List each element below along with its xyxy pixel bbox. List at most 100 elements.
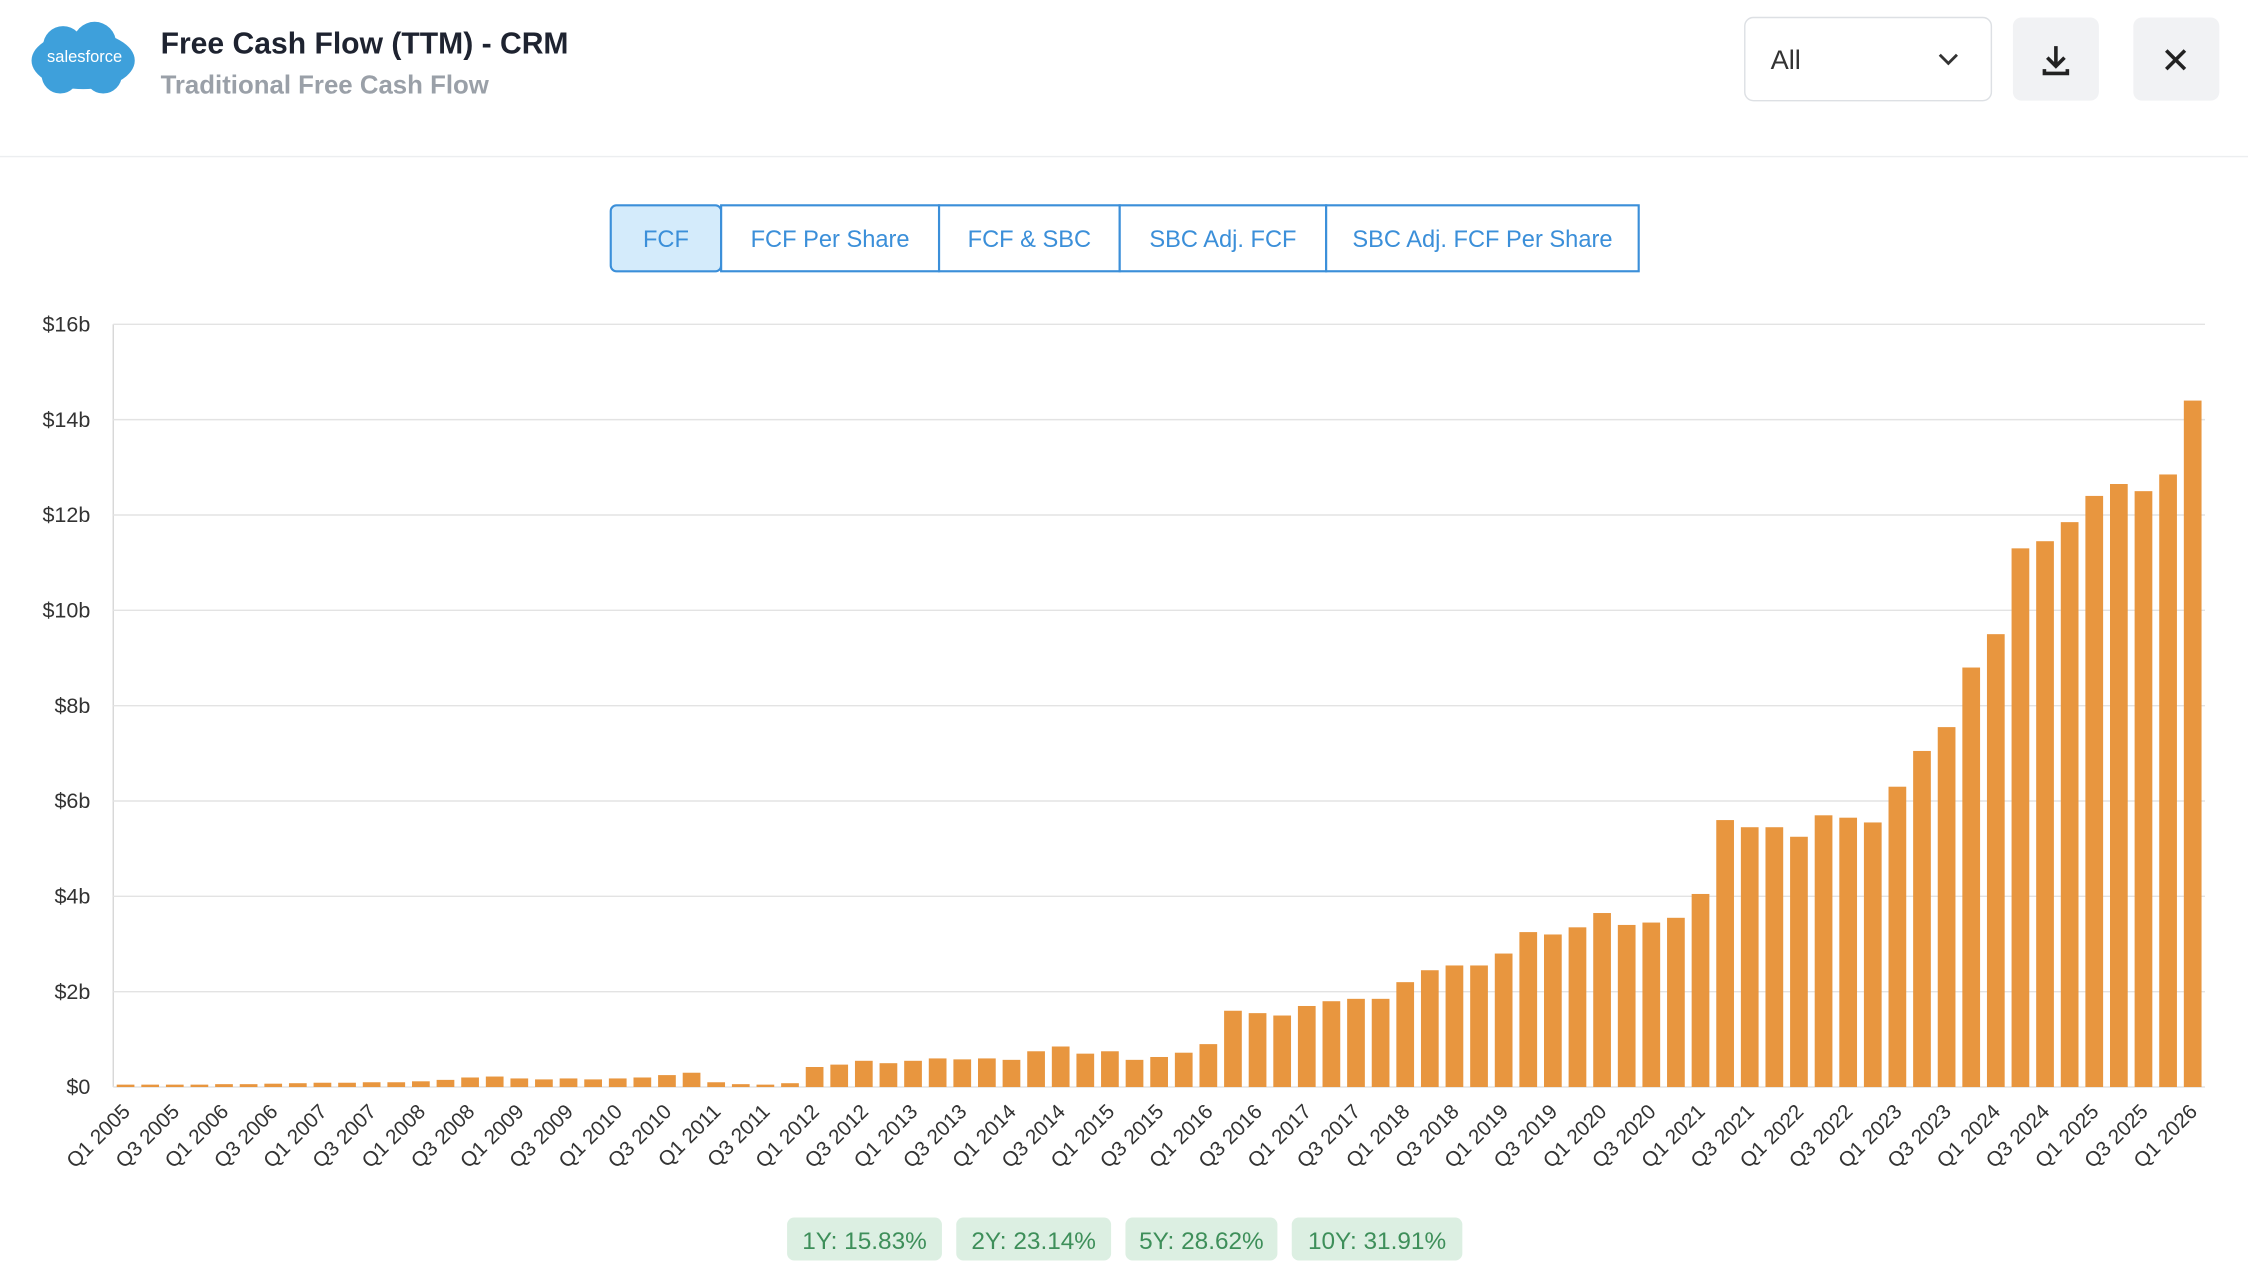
growth-badge: 1Y: 15.83%: [787, 1217, 942, 1261]
y-tick-label: $0: [66, 1075, 90, 1099]
badge-bg: [1291, 1217, 1463, 1261]
bar: [116, 1084, 135, 1088]
bar: [535, 1079, 553, 1088]
bar: [461, 1077, 479, 1088]
tab-bg: [937, 204, 1121, 273]
bar: [854, 1060, 873, 1088]
tab-bg: [1118, 204, 1328, 273]
bar: [1224, 1010, 1242, 1088]
bar: [2036, 541, 2054, 1088]
bar: [485, 1076, 504, 1088]
badge-text: 10Y: 31.91%: [1308, 1228, 1446, 1255]
title: Free Cash Flow (TTM) - CRM: [161, 27, 569, 60]
bar: [879, 1063, 898, 1088]
bar: [338, 1082, 356, 1088]
tab-bg: [1325, 204, 1640, 273]
bar: [1101, 1051, 1119, 1088]
growth-badge: 10Y: 31.91%: [1291, 1217, 1463, 1261]
tab-label: SBC Adj. FCF: [1149, 227, 1296, 253]
bar: [1544, 934, 1562, 1088]
y-tick-label: $8b: [54, 694, 90, 718]
bar: [141, 1084, 160, 1088]
bar: [2011, 548, 2030, 1088]
bar: [1617, 924, 1636, 1088]
y-tick-label: $14b: [42, 408, 90, 432]
bar: [1297, 1005, 1316, 1088]
bar: [1445, 965, 1464, 1088]
badge-text: 5Y: 28.62%: [1139, 1228, 1264, 1255]
badge-bg: [1125, 1217, 1278, 1261]
y-tick-label: $12b: [42, 503, 90, 527]
growth-badge: 2Y: 23.14%: [956, 1217, 1112, 1261]
bar: [1642, 922, 1661, 1088]
bar: [1913, 750, 1931, 1088]
bar: [1937, 727, 1956, 1088]
tab[interactable]: FCF & SBC: [937, 204, 1121, 273]
badge-text: 2Y: 23.14%: [971, 1228, 1096, 1255]
bar: [1248, 1013, 1267, 1088]
bar: [707, 1082, 726, 1088]
bar: [510, 1078, 529, 1088]
bar: [1273, 1015, 1292, 1088]
bar: [1027, 1051, 1045, 1088]
bar: [1716, 820, 1734, 1088]
bar: [1371, 998, 1390, 1088]
tab[interactable]: FCF Per Share: [720, 204, 941, 273]
y-tick-label: $16b: [42, 312, 90, 336]
bar: [756, 1084, 775, 1088]
bar: [412, 1081, 430, 1088]
bar: [1396, 982, 1415, 1088]
bar: [1839, 817, 1858, 1088]
bar: [1814, 815, 1833, 1088]
bar: [1568, 927, 1587, 1088]
bar: [1667, 917, 1685, 1088]
tab[interactable]: SBC Adj. FCF Per Share: [1325, 204, 1640, 273]
bar: [928, 1058, 947, 1088]
badge-text: 1Y: 15.83%: [802, 1228, 927, 1255]
y-tick-label: $4b: [54, 885, 90, 909]
logo: salesforce: [31, 21, 135, 94]
bar: [1125, 1059, 1144, 1088]
tab-label: FCF Per Share: [751, 227, 910, 253]
bar: [781, 1083, 799, 1088]
bar: [264, 1083, 283, 1088]
bar: [658, 1075, 676, 1088]
bar: [436, 1079, 455, 1088]
bar: [1076, 1053, 1095, 1088]
tab[interactable]: SBC Adj. FCF: [1118, 204, 1328, 273]
bar: [1470, 965, 1488, 1088]
bar: [830, 1064, 849, 1088]
bar: [953, 1059, 972, 1088]
dropdown-value: All: [1771, 44, 1801, 75]
bar: [1691, 893, 1710, 1088]
download-button[interactable]: [2012, 17, 2099, 101]
close-button[interactable]: [2133, 17, 2220, 101]
tab-bg: [720, 204, 941, 273]
bar: [805, 1067, 824, 1088]
bar: [559, 1078, 578, 1088]
bar: [1494, 953, 1513, 1088]
bar: [1863, 822, 1882, 1088]
bar: [362, 1082, 381, 1088]
bar: [1051, 1046, 1070, 1088]
bar: [2085, 495, 2104, 1088]
bar: [1150, 1056, 1168, 1088]
bar: [1002, 1059, 1021, 1088]
bar: [1322, 1001, 1341, 1088]
tab-label: SBC Adj. FCF Per Share: [1352, 227, 1612, 253]
bar: [2060, 522, 2079, 1088]
dropdown[interactable]: All: [1744, 16, 1993, 102]
bar: [1765, 827, 1784, 1088]
logo-text: salesforce: [47, 48, 122, 66]
bar: [1790, 836, 1808, 1088]
tab[interactable]: FCF: [609, 204, 723, 273]
bar: [2110, 484, 2128, 1088]
bar: [313, 1082, 332, 1088]
bar: [633, 1077, 652, 1088]
bar: [1888, 786, 1907, 1088]
bar: [608, 1078, 627, 1088]
bar: [1519, 932, 1538, 1088]
badge-bg: [956, 1217, 1112, 1261]
y-tick-label: $10b: [42, 598, 90, 622]
